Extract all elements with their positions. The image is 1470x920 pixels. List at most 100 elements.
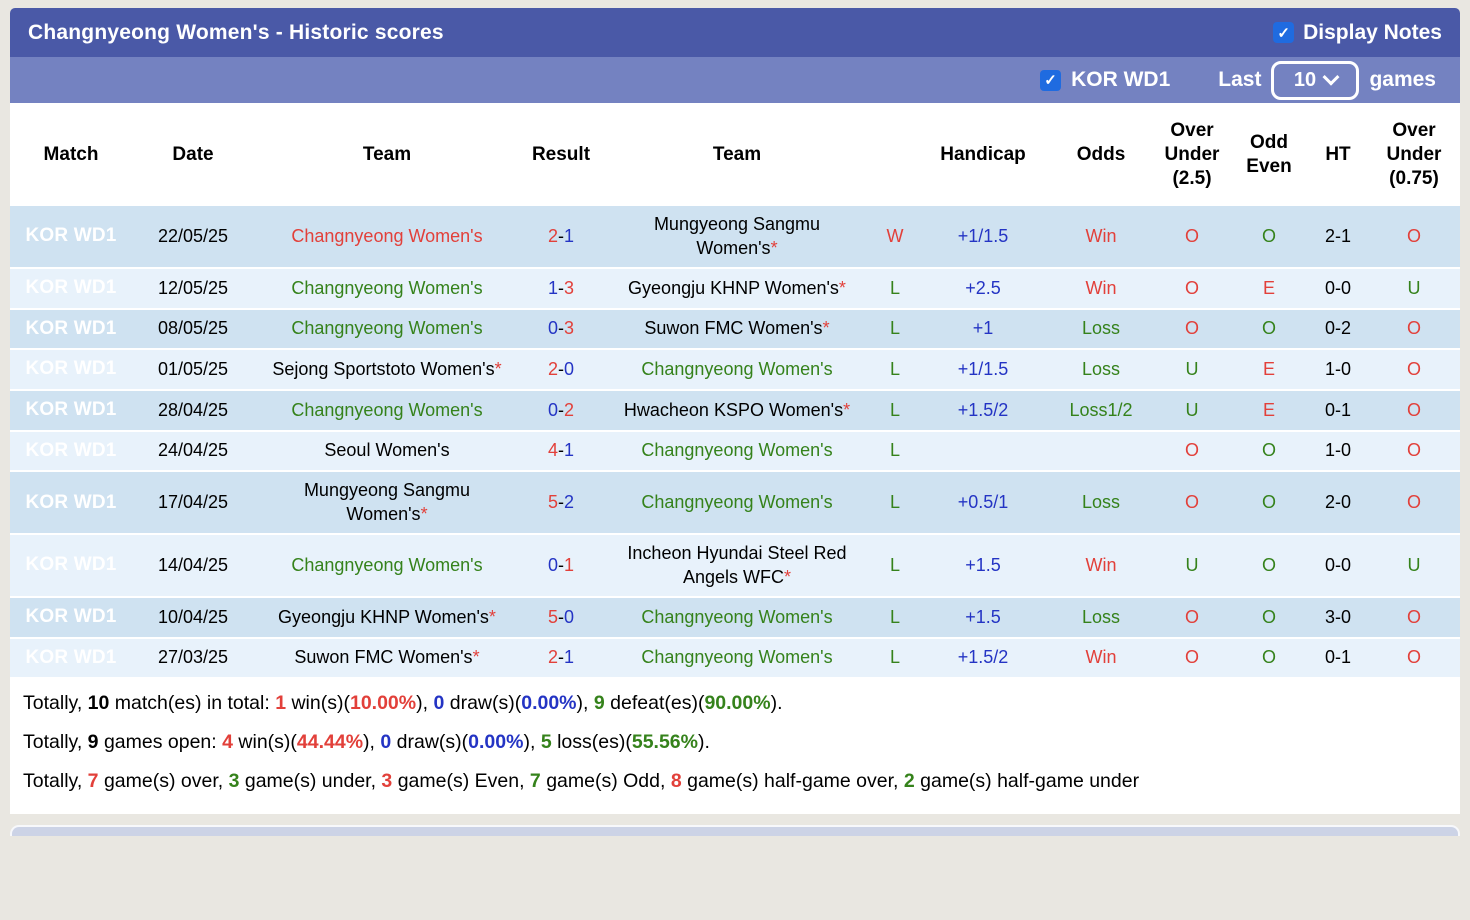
text: 55.56% [631,731,698,754]
text: Hwacheon KSPO Women's [623,399,844,420]
table-row: KOR WD1 10/04/25 Gyeongju KHNP Women's* 5-0… [10,597,1460,639]
odds-result: Win [1048,637,1154,680]
text: Gyeongju KHNP Women's [628,277,839,298]
text: O [1406,606,1421,627]
table-row: KOR WD1 14/04/25 Changnyeong Women's 0-1 Inc… [10,534,1460,599]
text: 4 [222,731,233,754]
league-badge: KOR WD1 [10,597,132,639]
match-date: 12/05/25 [132,268,254,310]
last-games-select[interactable]: 10 [1271,60,1360,100]
handicap-value: +1/1.5 [918,206,1048,270]
text: - [558,225,564,246]
text: game(s) Odd, [540,770,671,793]
text: +1/1.5 [957,359,1009,380]
key-player-star: * [472,647,480,668]
key-player-star: * [770,237,778,258]
odds-result: Win [1048,206,1154,270]
text: Changnyeong Women's [641,492,833,513]
text: - [558,277,564,298]
half-time-score: 1-0 [1308,430,1368,473]
table-row: KOR WD1 12/05/25 Changnyeong Women's 1-3 Gye… [10,268,1460,310]
text: Changnyeong Women's [641,440,833,461]
text: O [1406,318,1421,339]
league-badge: KOR WD1 [10,471,132,536]
home-team-name: Changnyeong Women's [270,277,505,300]
chevron-down-icon [1322,68,1340,86]
win-loss-flag: W [872,206,918,270]
league-badge: KOR WD1 [10,349,132,392]
text: 2 [564,399,575,420]
display-notes-checkbox[interactable]: ✓ [1273,22,1295,43]
text: game(s) Even, [392,770,530,793]
text: Changnyeong Women's [291,225,483,246]
text: ). [770,692,783,715]
odds-result: Loss [1048,471,1154,536]
text: Loss [1081,318,1121,339]
result-score: 2-0 [520,349,602,392]
away-team-name: Changnyeong Women's [620,491,855,514]
table-row: KOR WD1 28/04/25 Changnyeong Women's 0-2 Hwa… [10,390,1460,432]
text: ), [416,692,434,715]
away-team: Suwon FMC Women's* [602,308,872,351]
home-team-name: Suwon FMC Women's* [270,646,505,669]
home-team: Gyeongju KHNP Women's* [254,597,520,639]
text: game(s) half-game over, [681,770,904,793]
text: O [1261,606,1276,627]
odd-even: O [1230,308,1308,351]
odd-even: O [1230,534,1308,599]
text: 9 [593,692,605,715]
odd-even: E [1230,268,1308,310]
text: 1 [564,440,575,461]
text: Gyeongju KHNP Women's [278,606,489,627]
league-filter-checkbox[interactable]: ✓ [1040,69,1062,91]
win-loss-flag: L [872,268,918,310]
text: U [1185,399,1199,420]
column-header: Over Under (2.5) [1154,103,1230,207]
text: 0 [433,692,445,715]
result-score: 5-0 [520,597,602,639]
text: draw(s)( [444,692,522,715]
away-team-name: Changnyeong Women's [620,439,855,462]
column-header: Odds [1048,103,1154,207]
text: ). [697,731,710,754]
text: 5 [540,731,552,754]
text: L [889,554,900,575]
text: 0.00% [468,731,524,754]
text: 1 [564,225,575,246]
text: L [889,606,900,627]
text: L [889,318,900,339]
over-under-25: U [1154,349,1230,392]
league-badge: KOR WD1 [10,430,132,473]
odds-result [1048,430,1154,473]
home-team: Changnyeong Women's [254,390,520,432]
handicap-value: +0.5/1 [918,471,1048,536]
handicap-value: +1 [918,308,1048,351]
half-time-score: 0-0 [1308,268,1368,310]
result-score: 0-1 [520,534,602,599]
home-team-name: Seoul Women's [270,439,505,462]
page-title: Changnyeong Women's - Historic scores [28,20,444,44]
text: 5 [547,606,558,627]
over-under-25: O [1154,206,1230,270]
table-row: KOR WD1 08/05/25 Changnyeong Women's 0-3 Suw… [10,308,1460,351]
text: 5 [547,492,558,513]
away-team: Mungyeong Sangmu Women's* [602,206,872,270]
away-team: Gyeongju KHNP Women's* [602,268,872,310]
text: Loss1/2 [1069,399,1133,420]
key-player-star: * [822,318,830,339]
odd-even: E [1230,390,1308,432]
text: ), [363,731,381,754]
text: 0 [547,318,558,339]
text: O [1406,399,1421,420]
result-score: 0-2 [520,390,602,432]
text: L [889,492,900,513]
home-team-name: Mungyeong Sangmu Women's* [270,479,505,526]
result-score: 5-2 [520,471,602,536]
league-filter-label: KOR WD1 [1071,68,1171,91]
win-loss-flag: L [872,597,918,639]
over-under-075: U [1368,534,1460,599]
text: +0.5/1 [957,492,1009,513]
text: O [1406,359,1421,380]
text: O [1261,554,1276,575]
away-team: Changnyeong Women's [602,430,872,473]
